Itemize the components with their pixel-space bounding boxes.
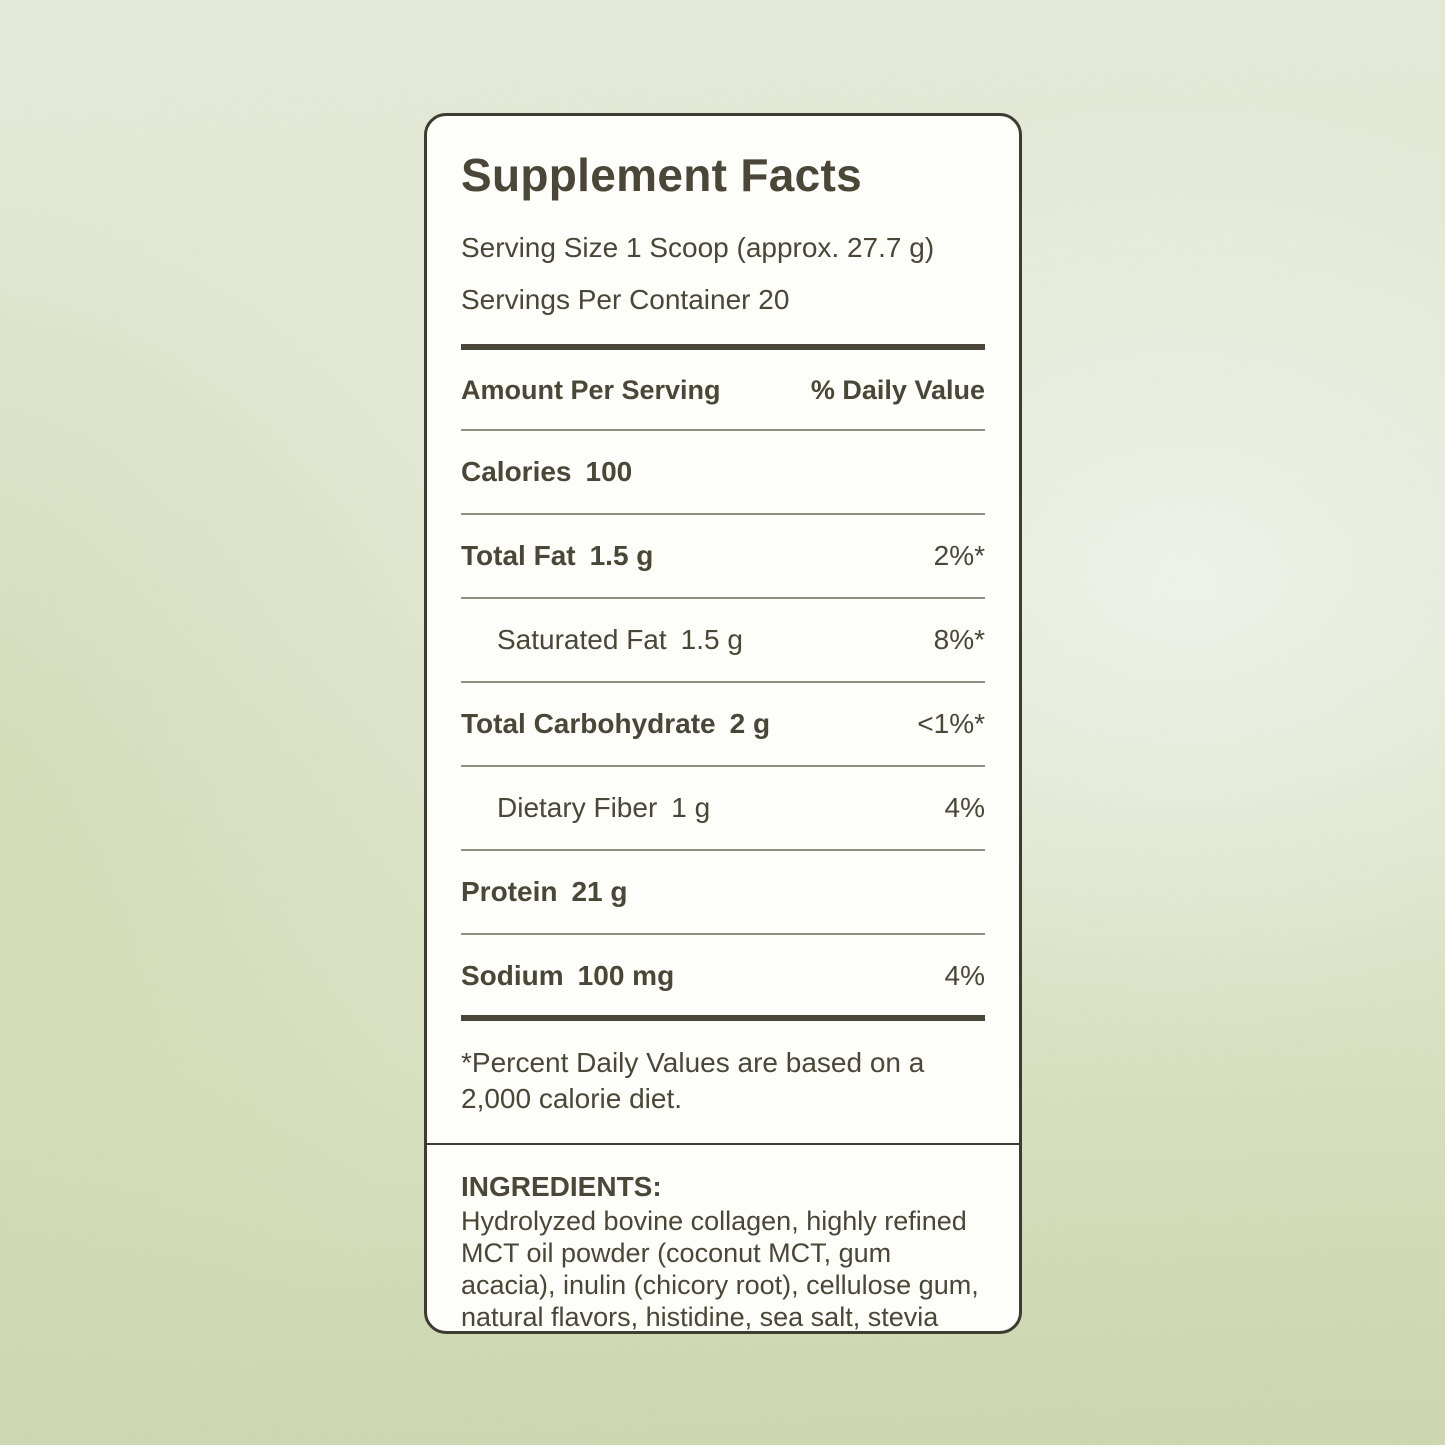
nutrient-amount: 100	[585, 456, 633, 487]
nutrient-amount: 1.5 g	[589, 540, 654, 571]
nutrient-row-protein: Protein 21 g	[461, 851, 985, 935]
supplement-facts-card: Supplement Facts Serving Size 1 Scoop (a…	[424, 113, 1022, 1334]
supplement-facts-title: Supplement Facts	[461, 149, 862, 201]
servings-per-container-line: Servings Per Container 20	[461, 284, 790, 315]
nutrient-name: Protein	[461, 876, 558, 907]
ingredients-list: Hydrolyzed bovine collagen, highly refin…	[461, 1206, 979, 1332]
nutrient-name: Total Carbohydrate	[461, 708, 716, 739]
thick-divider-bottom	[461, 1015, 985, 1021]
nutrient-amount: 1.5 g	[680, 624, 743, 655]
nutrient-row-total-fat: Total Fat 1.5 g 2%*	[461, 515, 985, 599]
nutrient-daily-value: 8%*	[933, 624, 985, 655]
nutrient-name: Dietary Fiber	[497, 792, 658, 823]
nutrient-row-saturated-fat: Saturated Fat 1.5 g 8%*	[461, 599, 985, 683]
nutrient-row-sodium: Sodium 100 mg 4%	[461, 935, 985, 1015]
nutrient-daily-value: <1%*	[917, 708, 985, 739]
nutrient-amount: 21 g	[571, 876, 628, 907]
nutrient-rows: Calories 100 Total Fat 1.5 g 2%* Saturated…	[461, 431, 985, 1015]
column-header-row: Amount Per Serving % Daily Value	[461, 350, 985, 431]
nutrient-name: Saturated Fat	[497, 624, 667, 655]
nutrient-row-dietary-fiber: Dietary Fiber 1 g 4%	[461, 767, 985, 851]
nutrition-panel: Supplement Facts Serving Size 1 Scoop (a…	[427, 116, 1019, 1143]
nutrient-amount: 100 mg	[577, 960, 675, 991]
nutrient-name: Calories	[461, 456, 572, 487]
nutrient-amount: 1 g	[671, 792, 711, 823]
thick-divider-top	[461, 344, 985, 350]
nutrient-name: Total Fat	[461, 540, 576, 571]
amount-per-serving-header: Amount Per Serving	[461, 375, 721, 405]
nutrient-row-total-carbohydrate: Total Carbohydrate 2 g <1%*	[461, 683, 985, 767]
daily-value-header: % Daily Value	[810, 375, 985, 405]
daily-value-footnote: *Percent Daily Values are based on a 2,0…	[461, 1047, 925, 1114]
serving-size-line: Serving Size 1 Scoop (approx. 27.7 g)	[461, 232, 935, 263]
nutrient-name: Sodium	[461, 960, 564, 991]
nutrient-row-calories: Calories 100	[461, 431, 985, 515]
ingredients-panel: INGREDIENTS: Hydrolyzed bovine collagen,…	[427, 1143, 1019, 1332]
nutrient-daily-value: 2%*	[933, 540, 985, 571]
nutrient-amount: 2 g	[729, 708, 771, 739]
nutrient-daily-value: 4%	[944, 960, 985, 991]
ingredients-heading: INGREDIENTS:	[461, 1171, 662, 1202]
nutrient-daily-value: 4%	[944, 792, 985, 823]
